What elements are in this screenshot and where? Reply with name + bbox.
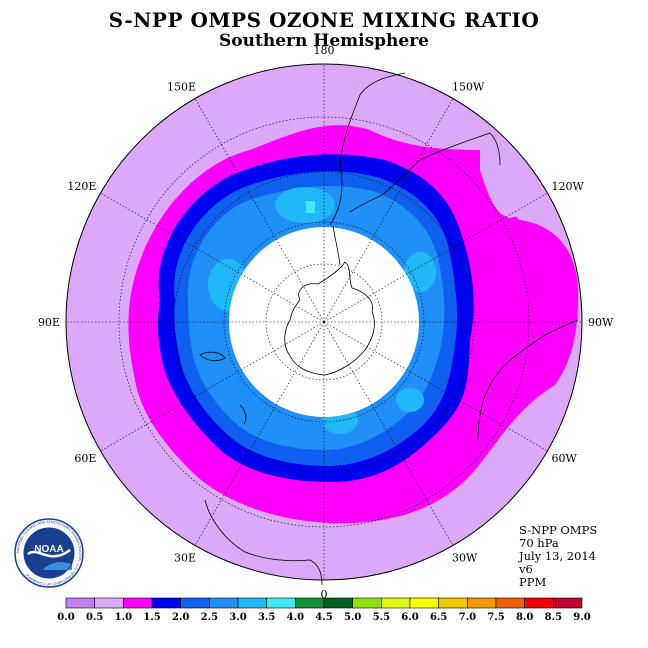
colorbar-swatch bbox=[123, 597, 153, 609]
coastlines bbox=[199, 72, 579, 586]
colorbar-tick-label: 6.5 bbox=[430, 612, 447, 623]
colorbar-tick-label: 7.5 bbox=[487, 612, 504, 623]
colorbar-tick-label: 6.0 bbox=[401, 612, 418, 623]
antarctic-peninsula bbox=[332, 225, 341, 266]
colorbar-swatch bbox=[553, 597, 583, 609]
noaa-logo-text: NOAA bbox=[34, 544, 63, 555]
colorbar-tick-label: 7.0 bbox=[459, 612, 476, 623]
colorbar-tick-label: 9.0 bbox=[573, 612, 590, 623]
longitude-label: 0 bbox=[321, 588, 328, 601]
colorbar-swatch bbox=[467, 597, 497, 609]
colorbar-tick-label: 3.0 bbox=[229, 612, 246, 623]
colorbar-tick-label: 2.5 bbox=[201, 612, 218, 623]
colorbar-swatch bbox=[381, 597, 411, 609]
colorbar-swatch bbox=[180, 597, 210, 609]
longitude-label: 90W bbox=[588, 316, 614, 329]
colorbar-tick-label: 4.0 bbox=[287, 612, 304, 623]
colorbar-swatch bbox=[495, 597, 525, 609]
longitude-label: 150W bbox=[452, 80, 485, 93]
meridian-line bbox=[100, 192, 325, 323]
colorbar-tick-label: 2.0 bbox=[172, 612, 189, 623]
colorbar-tick-label: 1.5 bbox=[143, 612, 160, 623]
longitude-label: 60E bbox=[74, 452, 96, 465]
africa-coast bbox=[477, 319, 579, 441]
colorbar-tick-label: 0.5 bbox=[86, 612, 103, 623]
longitude-label: 30E bbox=[174, 552, 196, 565]
map-subtitle: Southern Hemisphere bbox=[219, 31, 429, 51]
satellite-label: S-NPP OMPS bbox=[519, 523, 598, 537]
longitude-label: 120E bbox=[67, 180, 96, 193]
graticule bbox=[66, 64, 582, 580]
version-label: v6 bbox=[519, 562, 533, 576]
map-title: S-NPP OMPS OZONE MIXING RATIO bbox=[108, 8, 540, 32]
longitude-label: 150E bbox=[167, 80, 196, 93]
colorbar-swatch bbox=[524, 597, 554, 609]
band-3.0-3.5 bbox=[396, 388, 424, 412]
colorbar-tick-label: 8.5 bbox=[545, 612, 562, 623]
colorbar-swatch bbox=[438, 597, 468, 609]
colorbar-swatch bbox=[352, 597, 382, 609]
colorbar-swatch bbox=[409, 597, 439, 609]
noaa-logo: NOAA NATIONAL OCEANIC AND ATMOSPHERIC AD… bbox=[14, 518, 84, 588]
colorbar-swatch bbox=[295, 597, 325, 609]
pressure-level-label: 70 hPa bbox=[519, 536, 559, 550]
colorbar-swatch bbox=[65, 597, 95, 609]
ozone-field bbox=[66, 64, 582, 580]
antarctica-coast bbox=[284, 261, 375, 376]
band-0.5-1.0 bbox=[480, 139, 534, 218]
date-label: July 13, 2014 bbox=[519, 549, 597, 563]
meridian-line bbox=[323, 321, 548, 452]
units-label: PPM bbox=[519, 575, 547, 589]
colorbar-tick-label: 8.0 bbox=[516, 612, 533, 623]
colorbar-swatch bbox=[266, 597, 296, 609]
meridian-line bbox=[323, 321, 454, 546]
australia-coast bbox=[204, 499, 323, 586]
meridian-line bbox=[194, 321, 325, 546]
new-zealand-coast bbox=[199, 351, 247, 425]
meridian-line bbox=[323, 192, 548, 323]
meridian-line bbox=[194, 98, 325, 323]
info-block: S-NPP OMPS 70 hPa July 13, 2014 v6 PPM bbox=[519, 524, 597, 589]
longitude-label: 60W bbox=[552, 452, 578, 465]
band-3.5-4.0 bbox=[306, 201, 315, 213]
colorbar-swatch bbox=[94, 597, 124, 609]
colorbar-tick-label: 5.0 bbox=[344, 612, 361, 623]
south-america-coast bbox=[329, 72, 501, 226]
meridian-line bbox=[323, 98, 454, 323]
longitude-label: 90E bbox=[38, 316, 60, 329]
band-3.0-3.5 bbox=[275, 187, 335, 223]
colorbar-swatch bbox=[151, 597, 181, 609]
colorbar-swatch bbox=[237, 597, 267, 609]
longitude-label: 120W bbox=[552, 180, 585, 193]
longitude-labels: 90W 60W 30W 0 30E 60E 90E 120E 150E 180 150W 120W bbox=[38, 44, 614, 601]
colorbar-swatch bbox=[323, 597, 353, 609]
colorbar-tick-label: 4.5 bbox=[315, 612, 332, 623]
colorbar-tick-label: 3.5 bbox=[258, 612, 275, 623]
colorbar-tick-label: 5.5 bbox=[373, 612, 390, 623]
colorbar-swatch bbox=[209, 597, 239, 609]
longitude-label: 30W bbox=[452, 552, 478, 565]
colorbar-tick-label: 0.0 bbox=[57, 612, 74, 623]
meridian-line bbox=[100, 321, 325, 452]
map-border bbox=[65, 63, 583, 581]
longitude-label: 180 bbox=[314, 44, 335, 57]
colorbar-tick-label: 1.0 bbox=[115, 612, 132, 623]
